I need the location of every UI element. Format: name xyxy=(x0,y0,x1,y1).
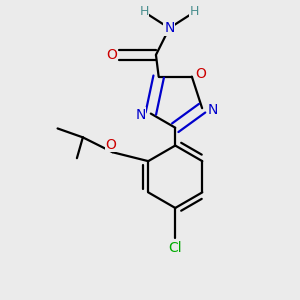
Text: O: O xyxy=(106,48,117,62)
Text: N: N xyxy=(135,108,146,122)
Text: H: H xyxy=(140,5,149,18)
Text: N: N xyxy=(164,21,175,35)
Text: N: N xyxy=(207,103,218,117)
Text: O: O xyxy=(195,67,206,81)
Text: O: O xyxy=(106,138,116,152)
Text: Cl: Cl xyxy=(169,241,182,255)
Text: H: H xyxy=(190,5,199,18)
